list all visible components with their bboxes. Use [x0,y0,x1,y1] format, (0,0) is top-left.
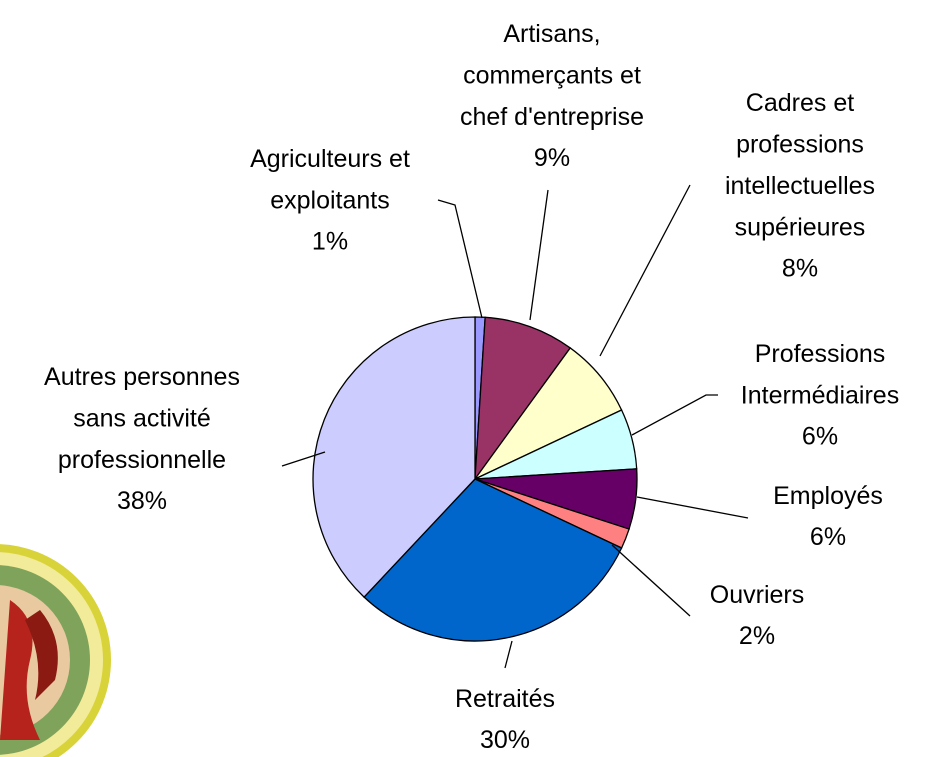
slice [474,316,572,482]
slice [363,478,623,642]
leader-line [437,199,483,319]
slice-label: Retraités [455,685,555,713]
value-label: 2% [739,622,775,650]
leader-line [611,544,691,617]
slice [312,316,476,599]
leader-line [599,184,691,357]
slice-label: Artisans, commerçants et chef d'entreprise [460,20,644,131]
slice-label: Agriculteurs et exploitants [250,145,410,215]
value-label: 6% [802,423,838,451]
leader-line [504,640,513,669]
slice-label: Autres personnes sans activité professionn… [44,363,240,474]
leader-line [636,496,749,519]
slice-label: Ouvriers [710,581,804,609]
pie [312,316,638,642]
value-label: 8% [782,255,818,283]
leader-line [529,189,549,321]
value-label: 6% [810,523,846,551]
slice-label: Cadres et professions intellectuelles supér… [725,89,875,242]
leader-line [281,451,326,467]
value-label: 9% [534,144,570,172]
logo [0,544,111,757]
slice-label: Professions Intermédiaires [741,340,899,410]
slice-label: Employés [773,482,883,510]
value-label: 38% [117,487,167,515]
value-label: 1% [312,228,348,256]
leader-line [631,394,718,436]
value-label: 30% [480,726,530,754]
